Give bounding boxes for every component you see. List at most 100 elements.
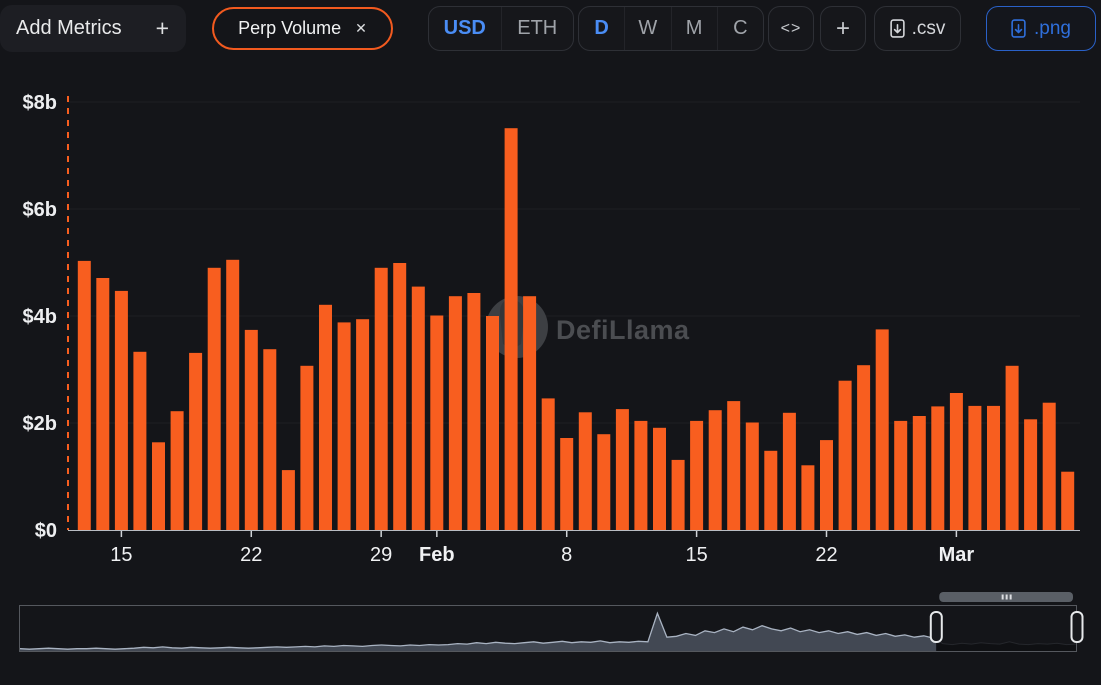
- bar-2025-03-01[interactable]: [949, 393, 963, 530]
- x-axis-label: Mar: [939, 544, 975, 566]
- bar-2025-02-23[interactable]: [838, 380, 852, 530]
- bar-2025-02-05[interactable]: [504, 128, 518, 530]
- bar-2025-02-03[interactable]: [467, 293, 481, 530]
- bar-2025-02-08[interactable]: [560, 438, 574, 530]
- bar-2025-01-20[interactable]: [207, 267, 221, 530]
- bar-2025-01-25[interactable]: [300, 365, 314, 530]
- bar-2025-03-03[interactable]: [987, 405, 1000, 530]
- add-chart-button[interactable]: +: [820, 6, 866, 51]
- bar-2025-03-02[interactable]: [968, 405, 982, 530]
- add-metrics-label: Add Metrics: [16, 17, 122, 39]
- navigator-line-unselected: [19, 611, 937, 650]
- csv-label: .csv: [911, 17, 946, 39]
- bar-2025-02-16[interactable]: [708, 410, 722, 530]
- bar-2025-02-10[interactable]: [597, 434, 611, 530]
- bar-2025-01-16[interactable]: [133, 351, 147, 530]
- bar-2025-03-06[interactable]: [1042, 402, 1056, 530]
- metric-pill-label: Perp Volume: [238, 18, 342, 38]
- plus-icon: +: [835, 14, 850, 42]
- bar-2025-02-18[interactable]: [745, 422, 759, 531]
- currency-option-eth[interactable]: ETH: [500, 7, 574, 50]
- bar-2025-02-06[interactable]: [523, 296, 537, 530]
- download-png-button[interactable]: .png: [986, 6, 1096, 51]
- bar-2025-02-22[interactable]: [820, 440, 833, 530]
- bar-2025-01-19[interactable]: [189, 352, 203, 530]
- watermark-text: DefiLlama: [556, 315, 690, 345]
- bar-2025-01-18[interactable]: [170, 411, 184, 530]
- file-download-icon: [1011, 19, 1026, 38]
- y-axis-label: $4b: [23, 306, 57, 328]
- brush-grip-icon: [1009, 594, 1012, 600]
- bar-2025-01-13[interactable]: [77, 260, 91, 530]
- y-axis-label: $8b: [23, 92, 57, 114]
- bar-2025-01-24[interactable]: [281, 470, 295, 530]
- bar-series-perp-volume[interactable]: [77, 128, 1075, 531]
- bar-2025-02-13[interactable]: [653, 427, 666, 530]
- bar-2025-02-14[interactable]: [671, 459, 685, 530]
- bar-2025-02-11[interactable]: [615, 409, 629, 530]
- bar-2025-02-25[interactable]: [875, 329, 889, 530]
- bar-2025-01-22[interactable]: [244, 329, 258, 530]
- interval-option-daily[interactable]: D: [594, 17, 609, 39]
- chart-toolbar: Add Metrics + Perp Volume ✕ USD ETH D W …: [0, 0, 1101, 58]
- interval-toggle: D W M C: [578, 6, 764, 51]
- bar-2025-02-26[interactable]: [894, 420, 908, 530]
- download-csv-button[interactable]: .csv: [874, 6, 961, 51]
- navigator-minimap[interactable]: [19, 592, 1084, 652]
- bar-2025-02-09[interactable]: [578, 412, 592, 530]
- bar-2025-01-30[interactable]: [393, 263, 407, 530]
- bar-2025-01-31[interactable]: [411, 286, 425, 530]
- bar-2025-02-27[interactable]: [912, 416, 926, 530]
- brush-handle-right[interactable]: [1070, 611, 1084, 643]
- bar-2025-02-04[interactable]: [486, 316, 499, 530]
- bar-2025-02-28[interactable]: [931, 406, 945, 530]
- bar-2025-02-17[interactable]: [727, 401, 741, 530]
- x-axis-label: 15: [110, 544, 132, 566]
- bar-2025-02-19[interactable]: [764, 450, 778, 530]
- embed-code-button[interactable]: <>: [768, 6, 814, 51]
- bar-2025-01-27[interactable]: [337, 322, 351, 530]
- bar-2025-01-23[interactable]: [263, 349, 277, 530]
- brush-grip-icon: [1005, 594, 1008, 600]
- bar-2025-01-28[interactable]: [356, 319, 370, 530]
- navigator-area-unselected: [20, 613, 937, 651]
- plus-icon: +: [155, 15, 169, 41]
- y-axis-label: $2b: [23, 413, 57, 435]
- interval-option-cumulative[interactable]: C: [716, 7, 763, 50]
- brush-handle-left[interactable]: [929, 611, 943, 643]
- png-label: .png: [1034, 17, 1071, 39]
- bar-2025-02-15[interactable]: [690, 420, 704, 530]
- bar-2025-01-15[interactable]: [114, 290, 128, 530]
- bar-2025-02-20[interactable]: [782, 412, 796, 530]
- bar-2025-02-24[interactable]: [857, 365, 871, 530]
- file-download-icon: [889, 19, 905, 38]
- bar-2025-02-02[interactable]: [448, 296, 462, 530]
- y-axis-label: $0: [35, 520, 57, 542]
- x-axis-label: Feb: [419, 544, 455, 566]
- currency-toggle: USD ETH: [428, 6, 574, 51]
- bar-2025-01-29[interactable]: [374, 267, 388, 530]
- bar-2025-02-07[interactable]: [541, 398, 555, 530]
- metric-pill-perp-volume[interactable]: Perp Volume ✕: [212, 7, 393, 50]
- brush-grip-icon: [1001, 594, 1004, 600]
- bar-2025-03-07[interactable]: [1061, 471, 1075, 530]
- bar-2025-02-01[interactable]: [430, 315, 444, 531]
- currency-option-usd[interactable]: USD: [443, 17, 486, 39]
- x-axis-label: 22: [815, 544, 837, 566]
- x-axis-label: 22: [240, 544, 262, 566]
- interval-option-weekly[interactable]: W: [624, 7, 670, 50]
- bar-2025-02-12[interactable]: [634, 420, 648, 530]
- bar-2025-02-21[interactable]: [801, 465, 815, 530]
- bar-2025-01-17[interactable]: [152, 442, 165, 530]
- bar-2025-01-14[interactable]: [96, 278, 110, 530]
- bar-2025-01-26[interactable]: [319, 304, 332, 530]
- bar-2025-03-05[interactable]: [1024, 419, 1038, 530]
- interval-option-monthly[interactable]: M: [670, 7, 717, 50]
- add-metrics-button[interactable]: Add Metrics +: [0, 5, 186, 52]
- bar-2025-03-04[interactable]: [1005, 365, 1019, 530]
- x-axis-label: 8: [561, 544, 572, 566]
- bar-2025-01-21[interactable]: [226, 259, 240, 530]
- close-icon[interactable]: ✕: [355, 20, 367, 36]
